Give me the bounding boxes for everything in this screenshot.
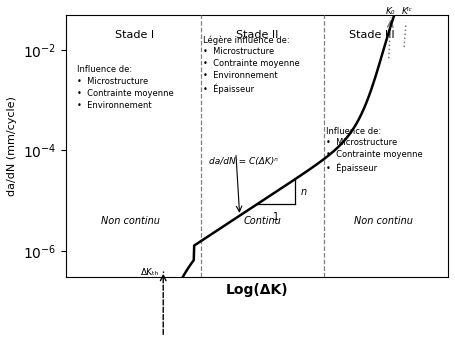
Text: Continu: Continu xyxy=(244,216,282,226)
Text: Non continu: Non continu xyxy=(101,216,160,226)
Y-axis label: da/dN (mm/cycle): da/dN (mm/cycle) xyxy=(7,96,17,196)
Text: Légère influence de:
•  Microstructure
•  Contrainte moyenne
•  Environnement
• : Légère influence de: • Microstructure • … xyxy=(203,35,300,94)
Text: n: n xyxy=(301,187,307,197)
Text: Kᴵᶜ: Kᴵᶜ xyxy=(402,7,413,16)
Text: Influence de:
•  Microstructure
•  Contrainte moyenne
•  Épaisseur: Influence de: • Microstructure • Contrai… xyxy=(326,127,422,173)
Text: Influence de:
•  Microstructure
•  Contrainte moyenne
•  Environnement: Influence de: • Microstructure • Contrai… xyxy=(77,65,174,110)
Text: 1: 1 xyxy=(273,211,279,221)
Text: K₀: K₀ xyxy=(386,7,395,16)
Text: ΔKₜₕ: ΔKₜₕ xyxy=(141,268,159,277)
X-axis label: Log(ΔK): Log(ΔK) xyxy=(226,283,288,297)
Text: Non continu: Non continu xyxy=(354,216,413,226)
Text: da/dN = C(ΔK)ⁿ: da/dN = C(ΔK)ⁿ xyxy=(209,157,278,166)
Text: Stade III: Stade III xyxy=(349,30,394,40)
Text: Stade I: Stade I xyxy=(115,30,154,40)
Text: Stade II: Stade II xyxy=(236,30,278,40)
